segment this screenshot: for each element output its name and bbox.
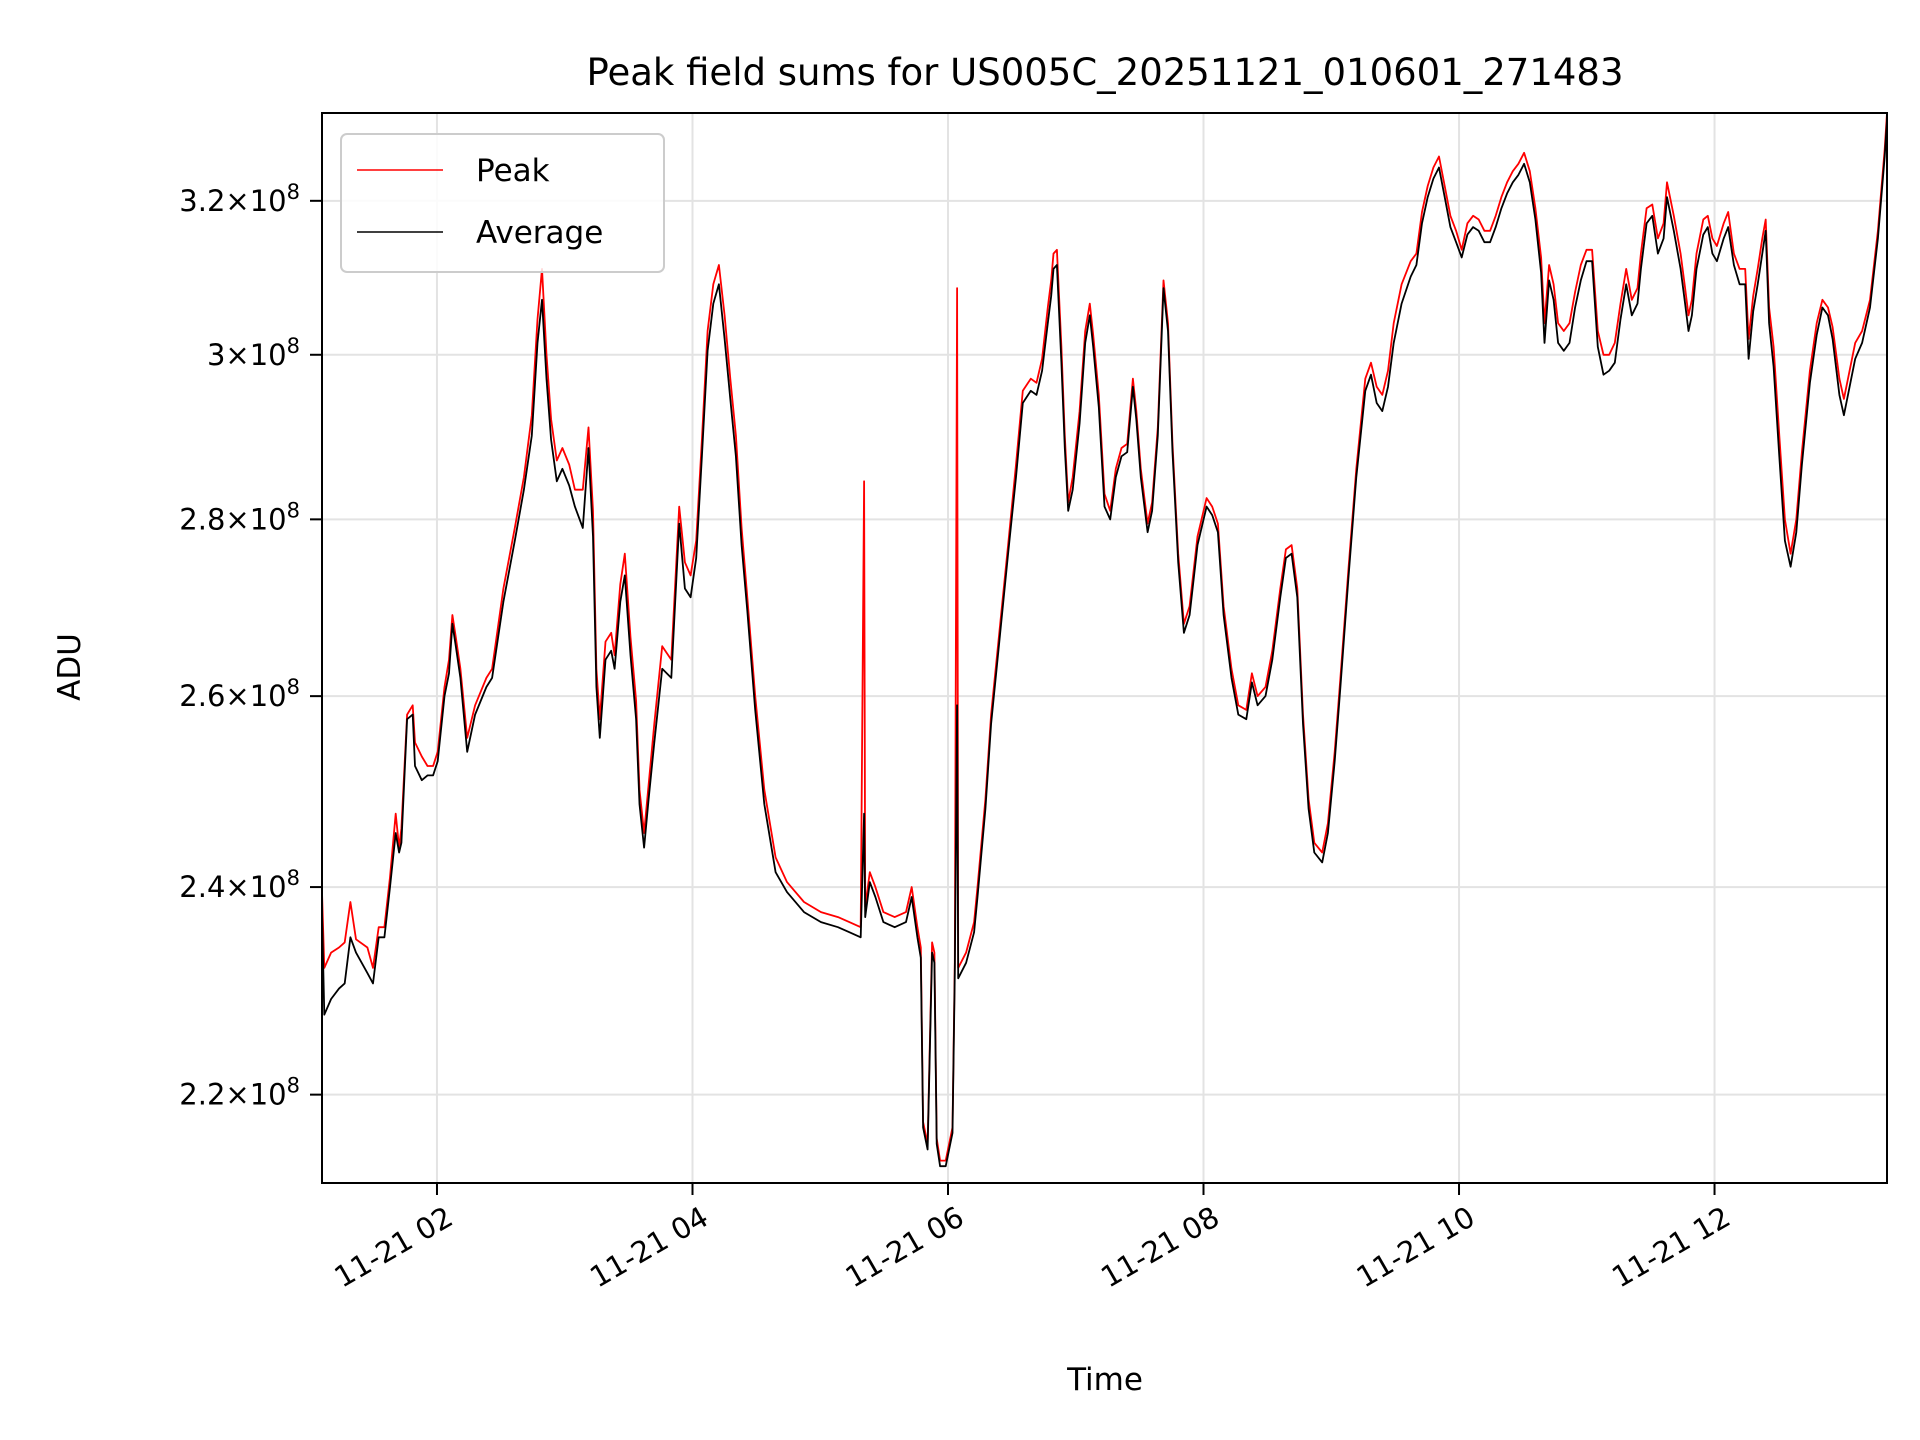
y-tick-label: 2.8×108 [179,498,300,536]
y-tick-mantissa: 2.8 [179,502,225,536]
y-tick-exponent: 8 [287,334,300,358]
y-tick-exponent: 8 [287,675,300,699]
y-tick-label: 3×108 [207,334,300,372]
series-layer [322,113,1887,1168]
y-tick-exponent: 8 [287,866,300,890]
series-line-average [322,120,1887,1168]
legend-label-average: Average [476,215,603,251]
y-tick-label: 2.4×108 [179,866,300,904]
y-tick-exponent: 8 [287,498,300,522]
y-tick-mantissa: 3 [207,338,225,372]
legend-box [340,133,665,273]
y-tick-exponent: 8 [287,1074,300,1098]
y-tick-mantissa: 2.2 [179,1078,225,1112]
y-tick-exponent: 8 [287,180,300,204]
y-tick-mantissa: 2.6 [179,679,225,713]
legend-label-peak: Peak [476,153,550,189]
y-axis: 2.2×108 2.4×108 2.6×108 2.8×108 3×108 3.2×108 [179,180,322,1112]
y-tick-label: 3.2×108 [179,180,300,218]
grid [322,113,1887,1183]
y-axis-label: ADU [52,633,88,701]
y-tick-label: 2.2×108 [179,1074,300,1112]
y-tick-mantissa: 3.2 [179,184,225,218]
plot-frame [321,112,1888,1184]
y-tick-mantissa: 2.4 [179,870,225,904]
legend: Peak Average [340,133,665,273]
x-axis-label: Time [1066,1362,1143,1398]
chart-title: Peak field sums for US005C_20251121_0106… [587,51,1624,94]
y-tick-label: 2.6×108 [179,675,300,713]
